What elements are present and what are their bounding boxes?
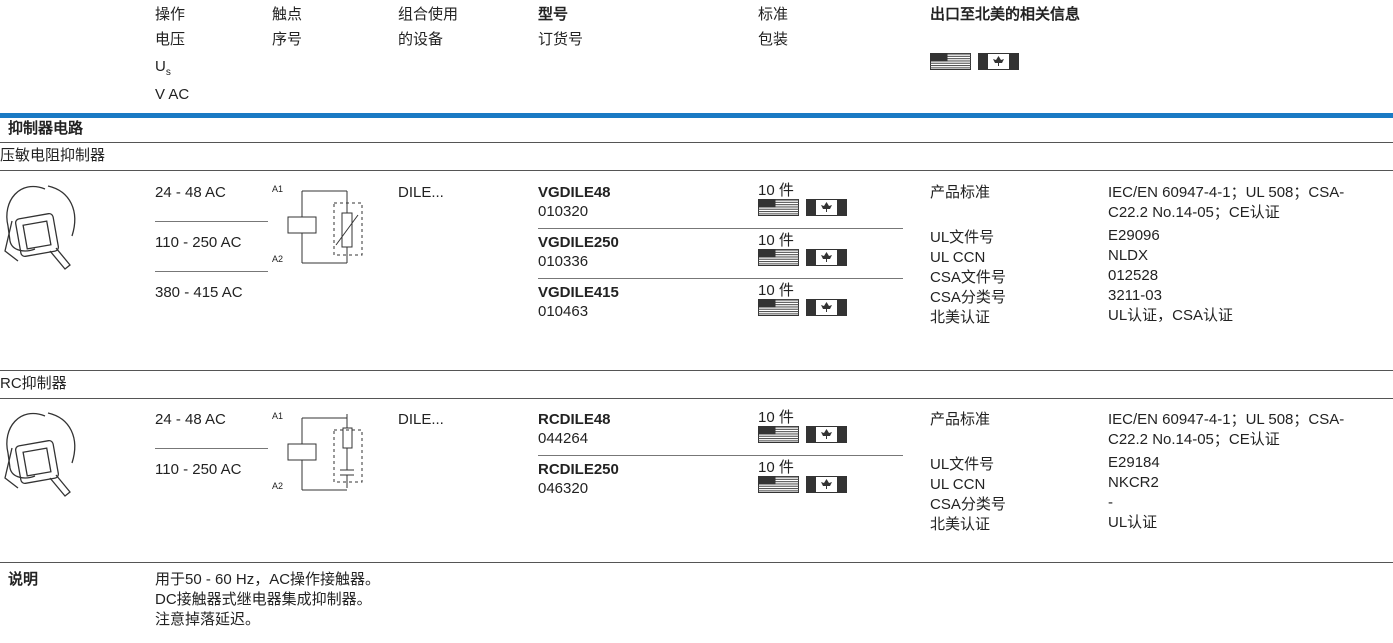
info-label: UL文件号 — [930, 456, 995, 473]
header-label: V AC — [155, 86, 190, 103]
rule — [538, 455, 903, 456]
info-value: 012528 — [1108, 267, 1159, 284]
packaging: 10 件 — [758, 182, 794, 199]
header-label: 标准 — [758, 6, 789, 23]
voltage: 110 - 250 AC — [155, 234, 242, 251]
rule — [538, 228, 903, 229]
header-label: 电压 — [155, 31, 186, 48]
terminal-label: A1 — [272, 411, 284, 421]
info-label: UL CCN — [930, 476, 986, 493]
type-code: VGDILE250 — [538, 234, 619, 251]
info-value: UL认证，CSA认证 — [1108, 307, 1234, 324]
header-label: 序号 — [272, 31, 303, 48]
symbol: U — [155, 58, 166, 75]
order-number: 046320 — [538, 480, 589, 497]
header-label: 出口至北美的相关信息 — [930, 6, 1081, 23]
info-value: 3211-03 — [1108, 287, 1162, 304]
info-label: UL文件号 — [930, 229, 995, 246]
header-label: 触点 — [272, 6, 303, 23]
packaging: 10 件 — [758, 232, 794, 249]
section-title: RC抑制器 — [0, 375, 67, 392]
info-label: 北美认证 — [930, 516, 991, 533]
rule — [155, 221, 268, 222]
order-number: 010336 — [538, 253, 589, 270]
flags — [758, 426, 847, 443]
note-line: DC接触器式继电器集成抑制器。 — [155, 591, 372, 608]
packaging: 10 件 — [758, 459, 794, 476]
rule — [0, 370, 1393, 371]
info-value: UL认证 — [1108, 514, 1158, 531]
terminal-label: A1 — [272, 184, 284, 194]
voltage: 24 - 48 AC — [155, 411, 226, 428]
note-line: 注意掉落延迟。 — [155, 611, 261, 628]
info-label: CSA分类号 — [930, 289, 1006, 306]
rule — [155, 448, 268, 449]
product-image — [4, 412, 76, 497]
info-value: - — [1108, 494, 1113, 511]
circuit-diagram — [287, 190, 363, 264]
type-code: VGDILE415 — [538, 284, 619, 301]
type-code: VGDILE48 — [538, 184, 611, 201]
notes-label: 说明 — [8, 571, 39, 588]
flags — [930, 53, 1019, 70]
device: DILE... — [398, 184, 444, 201]
info-label: CSA文件号 — [930, 269, 1006, 286]
flags — [758, 249, 847, 266]
flags — [758, 199, 847, 216]
flags — [758, 299, 847, 316]
info-value: E29184 — [1108, 454, 1160, 471]
order-number: 010320 — [538, 203, 589, 220]
rule — [538, 278, 903, 279]
note-line: 用于50 - 60 Hz，AC操作接触器。 — [155, 571, 381, 588]
order-number: 010463 — [538, 303, 589, 320]
rule — [0, 562, 1393, 563]
voltage: 24 - 48 AC — [155, 184, 226, 201]
info-value: IEC/EN 60947-4-1；UL 508；CSA-C22.2 No.14-… — [1108, 411, 1345, 448]
header-label: 型号 — [538, 6, 569, 23]
info-value: NKCR2 — [1108, 474, 1159, 491]
voltage: 110 - 250 AC — [155, 461, 242, 478]
terminal-label: A2 — [272, 254, 284, 264]
order-number: 044264 — [538, 430, 589, 447]
rule — [0, 170, 1393, 171]
rule — [0, 398, 1393, 399]
info-label: CSA分类号 — [930, 496, 1006, 513]
voltage: 380 - 415 AC — [155, 284, 243, 301]
packaging: 10 件 — [758, 282, 794, 299]
type-code: RCDILE250 — [538, 461, 619, 478]
flags — [758, 476, 847, 493]
header-label: 操作 — [155, 6, 186, 23]
rule — [0, 142, 1393, 143]
info-value: E29096 — [1108, 227, 1160, 244]
header-label: 订货号 — [538, 31, 584, 48]
circuit-diagram — [287, 414, 363, 491]
device: DILE... — [398, 411, 444, 428]
info-value: NLDX — [1108, 247, 1149, 264]
header-label: 的设备 — [398, 31, 444, 48]
info-label: 北美认证 — [930, 309, 991, 326]
rule — [155, 271, 268, 272]
product-image — [4, 185, 76, 270]
type-code: RCDILE48 — [538, 411, 611, 428]
info-value: IEC/EN 60947-4-1；UL 508；CSA-C22.2 No.14-… — [1108, 184, 1345, 221]
section-title: 压敏电阻抑制器 — [0, 147, 106, 164]
group-title: 抑制器电路 — [8, 120, 84, 137]
subscript: s — [165, 67, 171, 78]
packaging: 10 件 — [758, 409, 794, 426]
header-label: 组合使用 — [398, 6, 459, 23]
terminal-label: A2 — [272, 481, 284, 491]
header-label: 包装 — [758, 31, 789, 48]
rule — [0, 113, 1393, 118]
info-label: 产品标准 — [930, 184, 991, 201]
info-label: 产品标准 — [930, 411, 991, 428]
voltage-symbol: Us — [155, 57, 171, 83]
info-label: UL CCN — [930, 249, 986, 266]
